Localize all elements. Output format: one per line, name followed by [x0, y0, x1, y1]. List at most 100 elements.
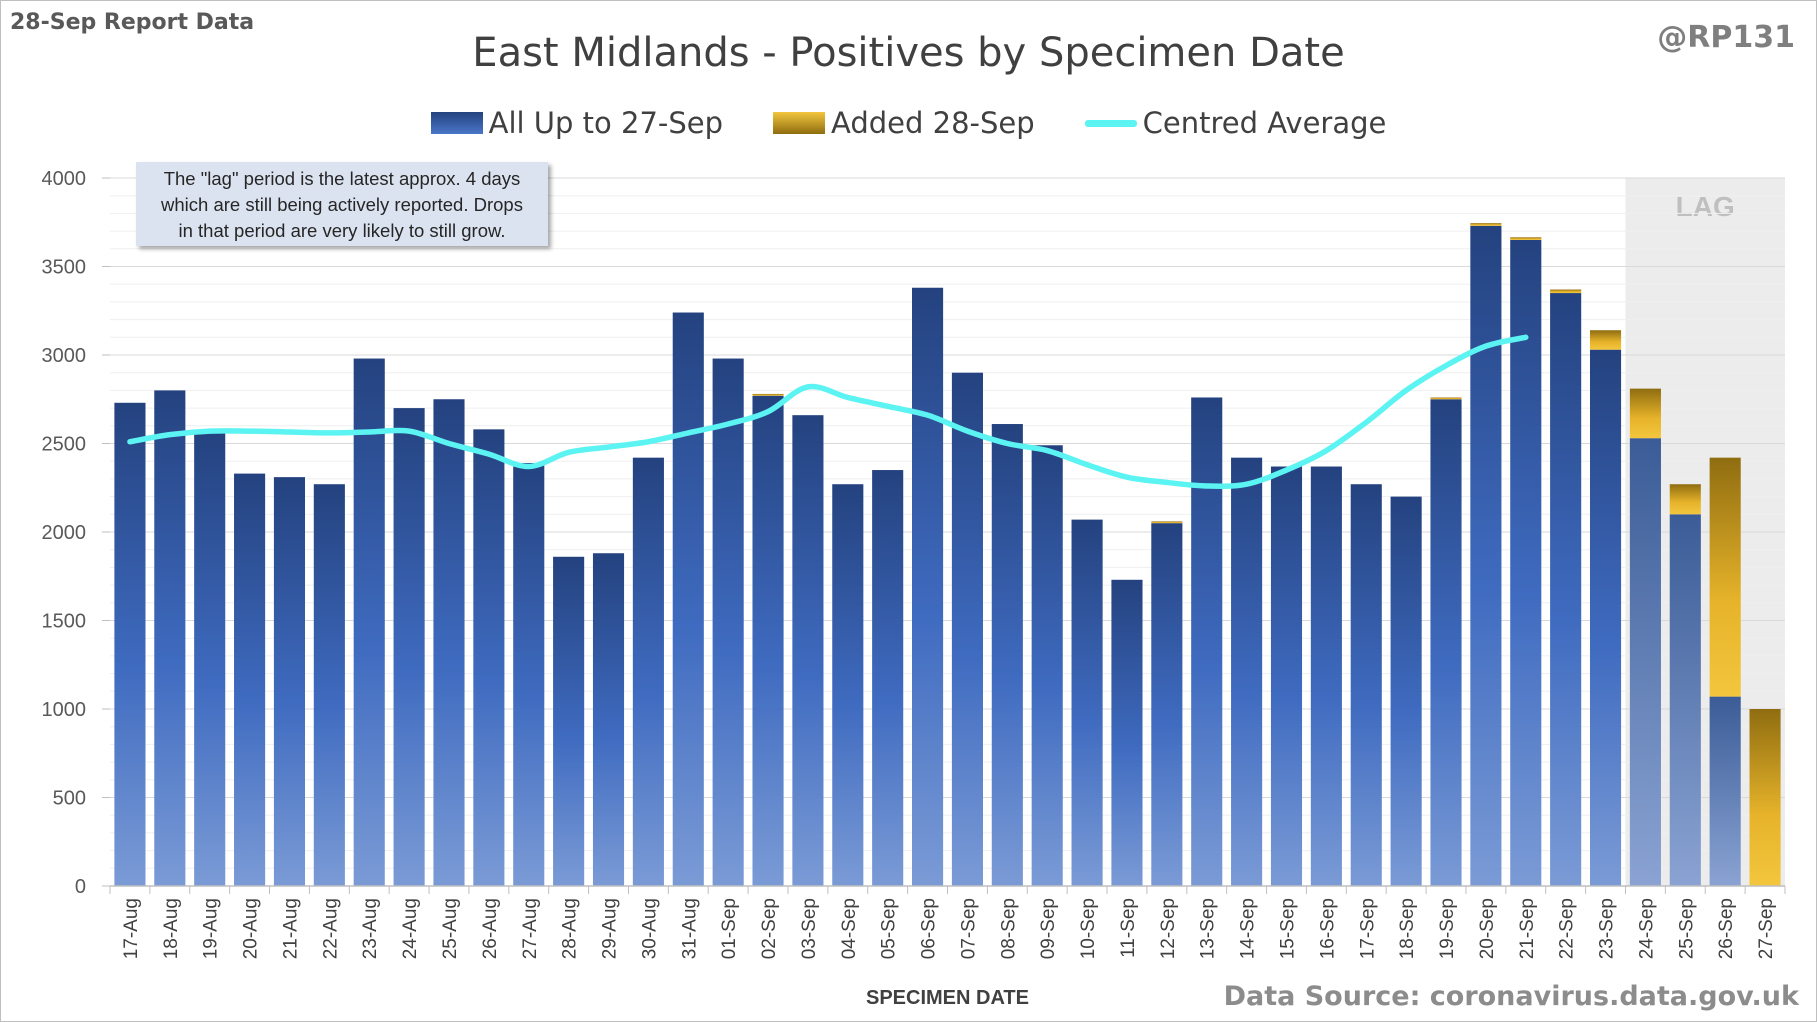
bar-all-06-Sep: [912, 287, 944, 886]
lag-note-line1: The "lag" period is the latest approx. 4…: [163, 168, 521, 189]
x-tick-label: 30-Aug: [639, 898, 660, 959]
x-tick-label: 09-Sep: [1038, 898, 1059, 959]
bar-all-24-Aug: [393, 408, 425, 886]
x-tick-label: 18-Aug: [161, 898, 182, 959]
bar-all-13-Sep: [1191, 397, 1223, 886]
bar-all-26-Aug: [473, 429, 505, 886]
bar-all-30-Aug: [632, 457, 664, 886]
x-tick-label: 19-Aug: [201, 898, 222, 959]
bar-all-05-Sep: [872, 470, 904, 886]
bar-added-19-Sep: [1430, 397, 1462, 400]
x-tick-label: 25-Sep: [1676, 898, 1697, 959]
bar-added-27-Sep: [1749, 709, 1781, 886]
bar-all-31-Aug: [672, 312, 704, 886]
x-tick-label: 06-Sep: [919, 898, 940, 959]
bar-all-26-Sep: [1709, 696, 1741, 886]
x-tick-label: 13-Sep: [1198, 898, 1219, 959]
x-tick-label: 14-Sep: [1238, 898, 1259, 959]
x-tick-label: 02-Sep: [759, 898, 780, 959]
chart-legend: All Up to 27-Sep Added 28-Sep Centred Av…: [0, 106, 1817, 140]
legend-item-added: Added 28-Sep: [773, 106, 1035, 140]
bar-all-16-Sep: [1310, 466, 1342, 886]
bar-all-18-Aug: [154, 390, 186, 886]
x-tick-label: 25-Aug: [440, 898, 461, 959]
x-tick-label: 01-Sep: [719, 898, 740, 959]
bar-all-15-Sep: [1270, 466, 1303, 886]
report-label: 28-Sep Report Data: [10, 10, 255, 35]
bar-all-18-Sep: [1390, 496, 1422, 886]
legend-swatch-average: [1084, 119, 1137, 127]
x-tick-label: 29-Aug: [600, 898, 621, 959]
x-tick-label: 27-Aug: [520, 898, 541, 959]
bar-all-17-Sep: [1350, 484, 1382, 886]
legend-item-average: Centred Average: [1084, 106, 1386, 140]
x-tick-label: 23-Aug: [360, 898, 381, 959]
bar-all-03-Sep: [792, 415, 824, 886]
chart-title: East Midlands - Positives by Specimen Da…: [472, 30, 1345, 76]
bar-added-24-Sep: [1629, 388, 1661, 439]
bar-all-12-Sep: [1151, 523, 1183, 886]
bar-added-12-Sep: [1151, 521, 1183, 524]
legend-swatch-all: [430, 112, 483, 134]
x-tick-label: 21-Aug: [280, 898, 301, 959]
x-tick-label: 05-Sep: [879, 898, 900, 959]
x-tick-label: 12-Sep: [1158, 898, 1179, 959]
bar-added-23-Sep: [1589, 330, 1622, 350]
bar-added-25-Sep: [1669, 484, 1701, 515]
bar-all-19-Sep: [1430, 399, 1462, 886]
y-tick-label: 0: [75, 876, 86, 898]
bar-all-10-Sep: [1071, 519, 1103, 886]
bar-all-11-Sep: [1111, 579, 1143, 886]
bar-all-20-Aug: [234, 473, 266, 886]
x-tick-label: 23-Sep: [1597, 898, 1618, 959]
x-tick-label: 11-Sep: [1118, 898, 1139, 958]
x-tick-label: 24-Aug: [400, 898, 421, 959]
bar-all-23-Aug: [353, 358, 385, 886]
bar-added-21-Sep: [1510, 237, 1542, 240]
bar-added-20-Sep: [1470, 223, 1502, 226]
x-tick-label: 27-Sep: [1756, 898, 1777, 959]
legend-swatch-added: [773, 112, 826, 134]
x-tick-label: 08-Sep: [998, 898, 1019, 959]
x-tick-label: 26-Aug: [480, 898, 501, 959]
y-tick-label: 2000: [42, 522, 87, 544]
x-tick-label: 22-Sep: [1557, 898, 1578, 959]
bar-all-01-Sep: [712, 358, 744, 886]
x-tick-label: 28-Aug: [560, 898, 581, 959]
bar-all-17-Aug: [114, 402, 146, 886]
bar-all-02-Sep: [752, 395, 784, 886]
author-handle: @RP131: [1657, 20, 1795, 55]
bar-all-22-Aug: [313, 484, 345, 886]
x-tick-label: 03-Sep: [799, 898, 820, 959]
bar-added-26-Sep: [1709, 457, 1741, 697]
x-tick-label: 18-Sep: [1397, 898, 1418, 959]
x-tick-label: 20-Aug: [241, 898, 262, 959]
bar-all-22-Sep: [1550, 293, 1582, 886]
bar-all-04-Sep: [832, 484, 864, 886]
y-tick-label: 4000: [42, 168, 87, 190]
lag-note: The "lag" period is the latest approx. 4…: [136, 162, 548, 246]
bar-added-22-Sep: [1550, 289, 1582, 294]
data-source: Data Source: coronavirus.data.gov.uk: [1223, 981, 1799, 1012]
legend-item-all: All Up to 27-Sep: [430, 106, 723, 140]
bar-all-19-Aug: [194, 432, 226, 886]
x-tick-label: 22-Aug: [320, 898, 341, 959]
bar-all-29-Aug: [592, 553, 625, 886]
bar-all-21-Sep: [1510, 239, 1542, 886]
x-tick-label: 17-Aug: [121, 898, 142, 959]
bar-all-28-Aug: [553, 556, 585, 886]
x-tick-label: 20-Sep: [1477, 898, 1498, 959]
y-tick-label: 3000: [42, 345, 87, 367]
bar-all-25-Sep: [1669, 514, 1701, 886]
x-tick-label: 24-Sep: [1636, 898, 1657, 959]
x-tick-label: 15-Sep: [1277, 898, 1298, 959]
centred-average-line: [127, 334, 1529, 489]
bar-all-09-Sep: [1031, 445, 1063, 886]
bar-all-25-Aug: [433, 399, 465, 886]
bar-all-23-Sep: [1589, 349, 1622, 886]
legend-label-added: Added 28-Sep: [831, 106, 1035, 140]
y-tick-label: 3500: [42, 257, 87, 279]
lag-note-line3: in that period are very likely to still …: [178, 220, 506, 241]
x-tick-label: 26-Sep: [1716, 898, 1737, 959]
